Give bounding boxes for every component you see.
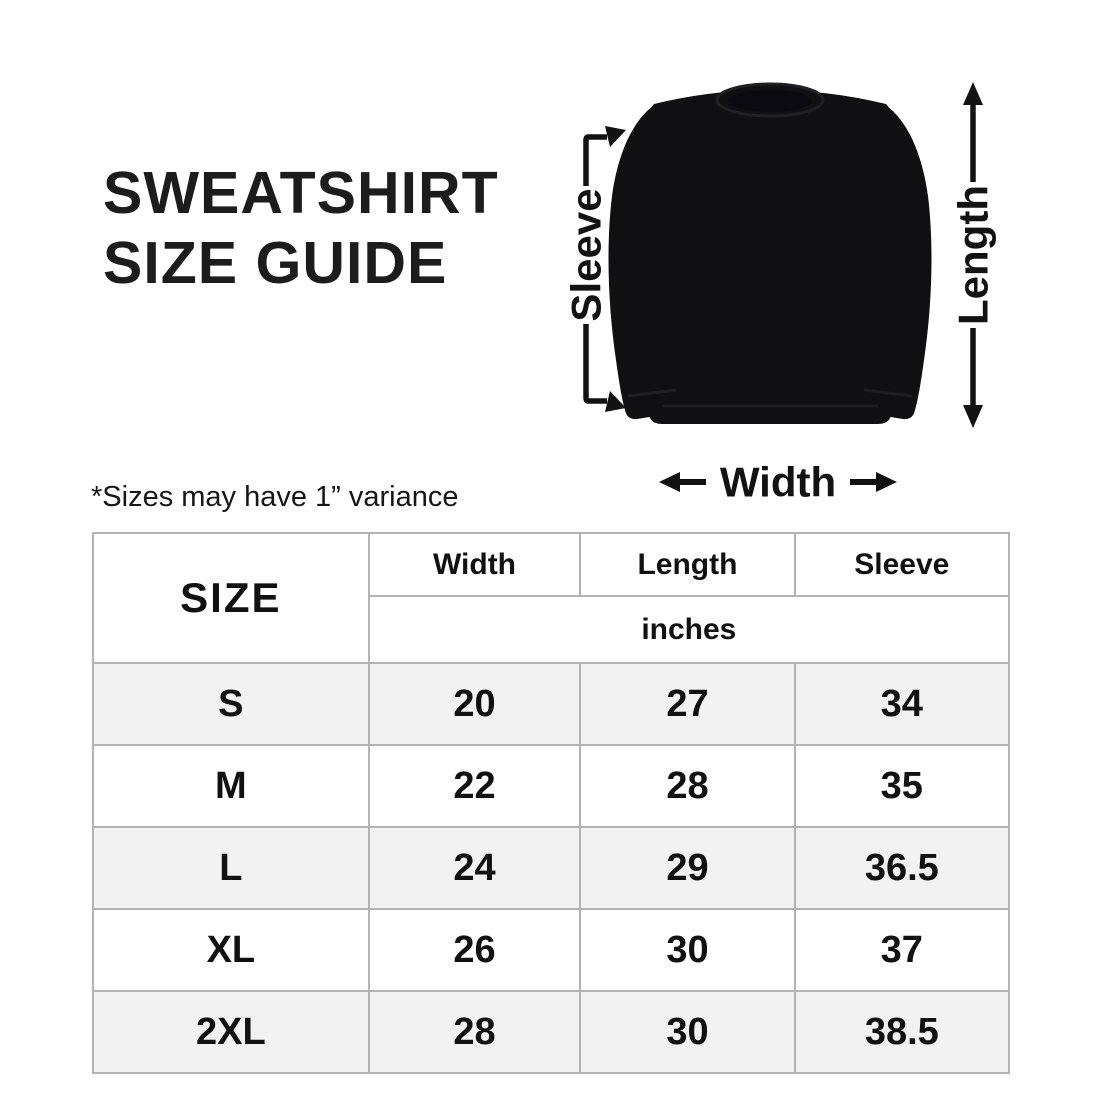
size-cell: S [92,662,370,746]
sleeve-cell: 34 [793,662,1011,746]
page-title-line-2: SIZE GUIDE [103,230,448,296]
sleeve-cell: 35 [793,744,1011,828]
sweatshirt-right-cuff-seam [863,388,913,398]
length-arrow-down-icon [963,405,983,428]
length-cell: 27 [579,662,796,746]
sleeve-arrow-bottom-icon [605,391,626,412]
size-table-header: SIZE Width Length Sleeve inches [92,532,1011,664]
sleeve-cell: 37 [793,908,1011,992]
size-cell: XL [92,908,370,992]
sleeve-measure-bracket [583,126,626,412]
length-label: Length [950,185,997,325]
table-unit-row: inches [93,595,1011,664]
width-arrow-left-icon [659,472,680,492]
length-arrow-up-icon [963,82,983,105]
table-row-l: L 24 29 36.5 [92,826,1011,910]
sleeve-cell: 38.5 [793,990,1011,1074]
sweatshirt-collar-opening [728,90,812,112]
variance-note: *Sizes may have 1” variance [91,481,459,513]
table-row-2xl: 2XL 28 30 38.5 [92,990,1011,1074]
width-cell: 24 [367,826,582,910]
sweatshirt-measurement-figure: Sleeve Length Width [550,60,1010,510]
table-row-xl: XL 26 30 37 [92,908,1011,992]
sweatshirt-body [639,90,901,424]
width-cell: 26 [367,908,582,992]
size-cell: M [92,744,370,828]
width-cell: 22 [367,744,582,828]
length-cell: 28 [579,744,796,828]
size-table-body: S 20 27 34 M 22 28 35 L 24 29 36.5 XL 26… [92,662,1011,1074]
page-title: SWEATSHIRT SIZE GUIDE [103,158,499,298]
width-arrow-right-icon [876,472,897,492]
sleeve-arrow-top-icon [605,126,626,147]
sweatshirt-image [608,82,932,424]
width-measure-arrows [659,472,897,492]
unit-header: inches [367,595,1011,664]
size-column-header: SIZE [92,532,370,664]
size-cell: L [92,826,370,910]
width-label: Width [720,459,836,506]
length-cell: 30 [579,908,796,992]
table-row-m: M 22 28 35 [92,744,1011,828]
sleeve-column-header: Sleeve [793,532,1011,597]
table-header-row: SIZE Width Length Sleeve [92,532,1011,664]
sweatshirt-right-sleeve [859,104,932,420]
length-column-header: Length [579,532,796,597]
sweatshirt-left-cuff-seam [627,388,677,398]
sleeve-cell: 36.5 [793,826,1011,910]
size-cell: 2XL [92,990,370,1074]
sleeve-label: Sleeve [563,188,610,321]
sweatshirt-left-sleeve [608,104,681,420]
length-measure-arrow [963,82,983,428]
sweatshirt-figure-svg: Sleeve Length Width [563,82,997,506]
length-cell: 29 [579,826,796,910]
width-cell: 28 [367,990,582,1074]
size-table: SIZE Width Length Sleeve inches S 20 27 … [92,532,1011,1074]
table-row-s: S 20 27 34 [92,662,1011,746]
length-cell: 30 [579,990,796,1074]
page-title-line-1: SWEATSHIRT [103,160,499,226]
width-column-header: Width [367,532,582,597]
width-cell: 20 [367,662,582,746]
